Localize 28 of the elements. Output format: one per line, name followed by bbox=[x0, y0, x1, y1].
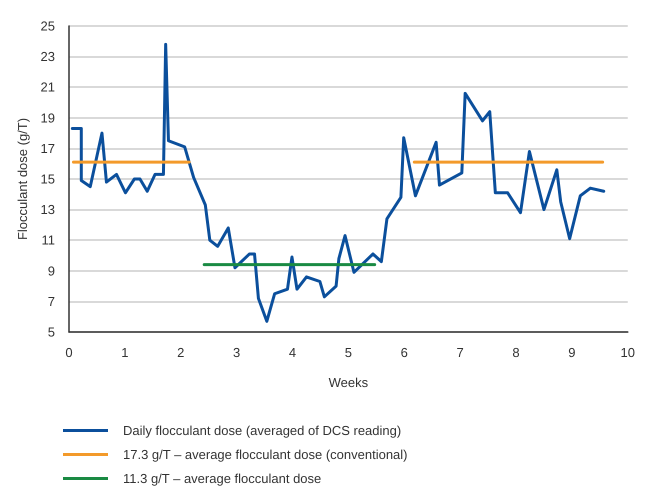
x-tick-label: 10 bbox=[620, 345, 636, 360]
y-tick-label: 9 bbox=[48, 263, 55, 278]
y-tick-label: 15 bbox=[40, 172, 55, 186]
x-tick-label: 6 bbox=[400, 345, 408, 360]
y-tick-label: 11 bbox=[42, 232, 55, 248]
x-tick-label: 5 bbox=[344, 345, 352, 360]
y-tick-label: 5 bbox=[48, 324, 55, 340]
y-tick-label: 17 bbox=[40, 140, 55, 156]
y-axis-title: Flocculant dose (g/T) bbox=[15, 118, 30, 240]
y-tick-label: 19 bbox=[40, 110, 55, 126]
x-tick-label: 0 bbox=[65, 345, 73, 360]
x-tick-label: 1 bbox=[121, 345, 128, 360]
y-tick-label: 7 bbox=[48, 294, 55, 309]
x-tick-label: 4 bbox=[288, 345, 296, 360]
x-tick-label: 8 bbox=[512, 345, 520, 360]
x-tick-label: 2 bbox=[177, 345, 184, 360]
line-series bbox=[70, 42, 606, 323]
x-axis-title: Weeks bbox=[328, 375, 369, 390]
y-tick-label: 25 bbox=[40, 18, 55, 34]
y-tick-label: 23 bbox=[40, 49, 55, 64]
legend-label: 11.3 g/T – average flocculant dose bbox=[123, 471, 322, 486]
x-tick-label: 9 bbox=[568, 345, 576, 360]
y-tick-label: 13 bbox=[40, 202, 55, 218]
legend-label: 17.3 g/T – average flocculant dose (conventional) bbox=[123, 447, 408, 462]
legend-label: Daily flocculant dose (averaged of DCS reading) bbox=[123, 423, 402, 438]
x-tick-label: 3 bbox=[233, 345, 240, 360]
x-tick-label: 7 bbox=[456, 345, 464, 360]
y-tick-label: 21 bbox=[40, 80, 55, 95]
